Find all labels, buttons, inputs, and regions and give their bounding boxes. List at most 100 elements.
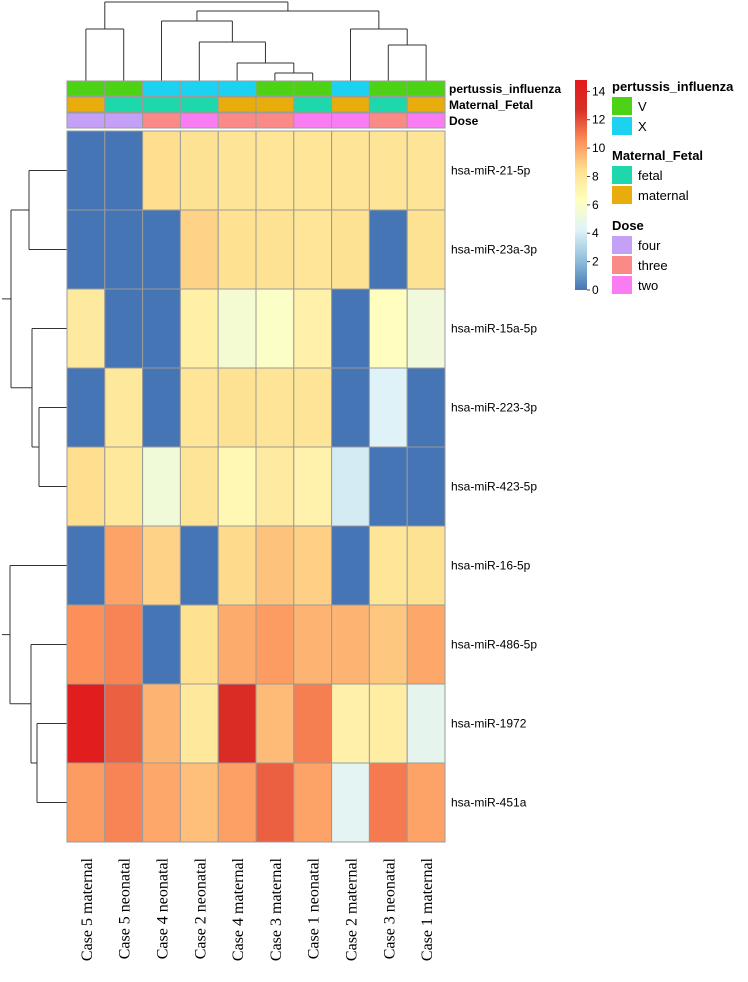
row-label: hsa-miR-223-3p	[451, 401, 537, 415]
heatmap-cell	[293, 762, 333, 843]
heatmap-cell	[331, 525, 370, 606]
annotation-cell	[331, 80, 370, 97]
color-scale-tick-label: 14	[592, 84, 606, 98]
annotation-cell	[104, 96, 144, 113]
annotation-label: Dose	[449, 114, 479, 128]
heatmap-cell	[406, 683, 446, 764]
heatmap-cell	[66, 288, 106, 369]
heatmap-cell	[293, 367, 333, 448]
row-dendrogram	[2, 170, 67, 803]
heatmap-cell	[331, 130, 370, 211]
heatmap-cell	[255, 367, 295, 448]
row-label: hsa-miR-15a-5p	[451, 322, 537, 336]
annotation-cell	[293, 112, 333, 129]
legend-title: Maternal_Fetal	[612, 148, 703, 163]
heatmap-cell	[142, 209, 181, 290]
heatmap-cell	[331, 446, 370, 527]
column-label: Case 1 maternal	[419, 857, 436, 961]
heatmap-cell	[179, 130, 219, 211]
annotation-cell	[255, 96, 295, 113]
heatmap-cell	[406, 446, 446, 527]
heatmap-cell	[255, 130, 295, 211]
heatmap-cell	[66, 209, 106, 290]
heatmap-cell	[66, 683, 106, 764]
heatmap-cell	[406, 367, 446, 448]
legend-item-label: fetal	[638, 168, 663, 183]
heatmap-cell	[142, 446, 181, 527]
heatmap-cell	[217, 446, 257, 527]
row-label: hsa-miR-1972	[451, 717, 527, 731]
heatmap-cell	[104, 446, 144, 527]
heatmap-cell	[179, 683, 219, 764]
heatmap-cell	[368, 288, 408, 369]
column-label: Case 3 maternal	[268, 857, 285, 961]
heatmap-cell	[293, 288, 333, 369]
color-scale-legend: 0 2 4 6 8 10 12 14	[575, 80, 606, 297]
heatmap-cell	[104, 604, 144, 685]
heatmap-cell	[217, 209, 257, 290]
column-label: Case 1 neonatal	[306, 857, 323, 959]
heatmap-cell	[406, 288, 446, 369]
heatmap-cell	[179, 209, 219, 290]
column-label: Case 5 maternal	[79, 857, 96, 961]
heatmap-cell	[406, 209, 446, 290]
annotation-cell	[179, 96, 219, 113]
annotation-cell	[66, 80, 106, 97]
heatmap-cell	[66, 130, 106, 211]
heatmap-cell	[179, 367, 219, 448]
legend-swatch	[612, 166, 632, 184]
heatmap-cell	[368, 604, 408, 685]
heatmap-cell	[142, 288, 181, 369]
annotation-cell	[331, 112, 370, 129]
heatmap-cell	[104, 525, 144, 606]
heatmap-cell	[255, 209, 295, 290]
heatmap-cell	[293, 446, 333, 527]
heatmap-cell	[217, 604, 257, 685]
heatmap-cell	[217, 683, 257, 764]
column-label: Case 3 neonatal	[381, 857, 398, 959]
heatmap-cell	[331, 288, 370, 369]
heatmap-cell	[179, 525, 219, 606]
heatmap-cell	[217, 525, 257, 606]
heatmap-cell	[255, 525, 295, 606]
heatmap-cell	[255, 604, 295, 685]
annotation-cell	[255, 112, 295, 129]
annotation-cell	[66, 112, 106, 129]
heatmap-cell	[217, 288, 257, 369]
legend-swatch	[612, 276, 632, 294]
legend-item-label: two	[638, 278, 658, 293]
heatmap-cell	[179, 288, 219, 369]
color-scale-tick-label: 6	[592, 198, 599, 212]
heatmap-cell	[142, 604, 181, 685]
heatmap-cell	[104, 367, 144, 448]
heatmap-cell	[331, 209, 370, 290]
heatmap-cell	[406, 130, 446, 211]
legend-item-label: three	[638, 258, 668, 273]
heatmap-cell	[104, 288, 144, 369]
color-scale-tick-label: 4	[592, 226, 599, 240]
annotation-cell	[406, 96, 446, 113]
heatmap-cell	[368, 209, 408, 290]
color-scale-tick-label: 2	[592, 255, 599, 269]
legend-title: pertussis_influenza	[612, 79, 734, 94]
heatmap-cell	[331, 604, 370, 685]
annotation-cell	[406, 112, 446, 129]
heatmap-cell	[255, 762, 295, 843]
heatmap-cell	[142, 525, 181, 606]
heatmap-cell	[331, 683, 370, 764]
column-label: Case 2 maternal	[344, 857, 361, 961]
annotation-cell	[142, 112, 181, 129]
heatmap-cell	[66, 446, 106, 527]
row-label: hsa-miR-16-5p	[451, 559, 531, 573]
annotation-cell	[179, 80, 219, 97]
annotation-cell	[368, 80, 408, 97]
heatmap-cell	[142, 367, 181, 448]
heatmap-cell	[368, 367, 408, 448]
column-label: Case 4 neonatal	[155, 857, 172, 959]
heatmap-cell	[179, 604, 219, 685]
heatmap-cell	[293, 525, 333, 606]
annotation-bars: pertussis_influenza Maternal_Fetal Dose	[66, 80, 561, 129]
heatmap-cell	[331, 367, 370, 448]
annotation-cell	[104, 112, 144, 129]
